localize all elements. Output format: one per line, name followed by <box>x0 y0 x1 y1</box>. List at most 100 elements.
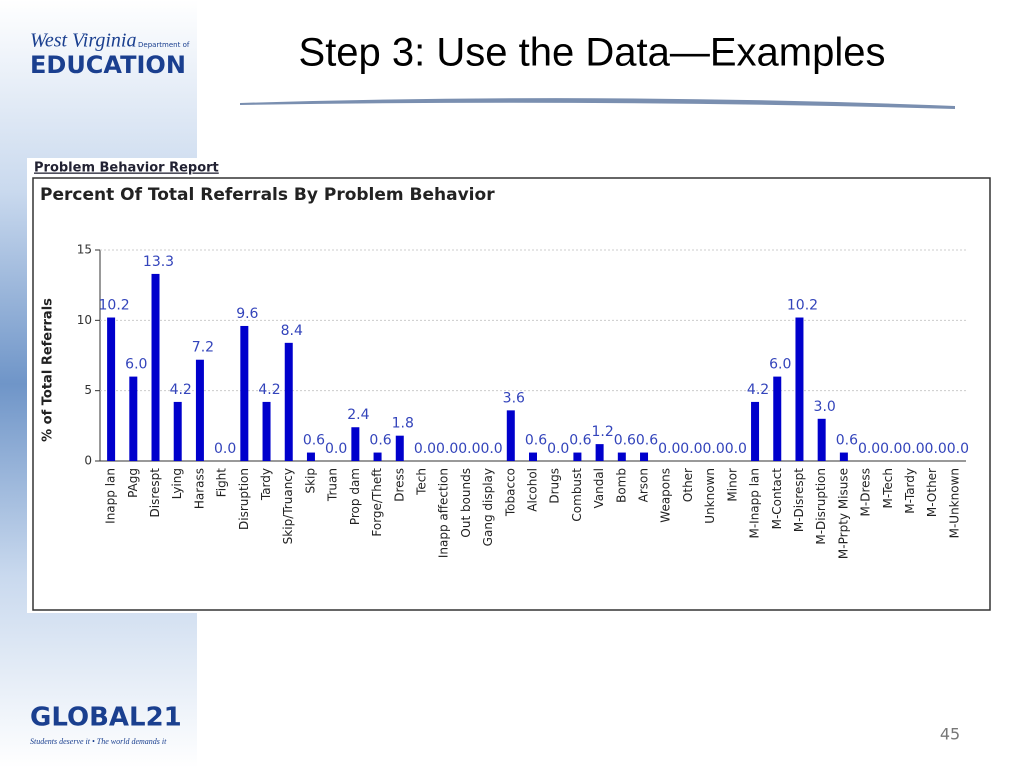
bar <box>262 401 271 461</box>
x-tick-label: M-Tech <box>881 468 895 508</box>
value-label: 0.0 <box>703 441 725 457</box>
x-tick-label: M-Contact <box>770 468 784 530</box>
value-label: 4.2 <box>170 382 192 398</box>
x-tick-label: Alcohol <box>526 468 540 512</box>
x-tick-label: Tech <box>414 468 428 496</box>
value-label: 0.6 <box>525 433 547 449</box>
value-label: 6.0 <box>769 357 791 373</box>
value-label: 6.0 <box>125 357 147 373</box>
value-label: 0.0 <box>858 441 880 457</box>
bar <box>173 401 182 461</box>
value-label: 0.0 <box>902 441 924 457</box>
value-label: 2.4 <box>347 407 369 423</box>
x-tick-label: Minor <box>725 468 739 502</box>
logo-tagline: Students deserve it • The world demands … <box>30 737 167 746</box>
logo-text: GLOBAL21 <box>30 703 182 733</box>
value-label: 0.0 <box>480 441 502 457</box>
value-label: 3.6 <box>503 390 525 406</box>
y-axis-label: % of Total Referrals <box>41 298 56 442</box>
bar <box>573 452 582 461</box>
value-label: 1.2 <box>591 424 613 440</box>
value-label: 0.6 <box>369 433 391 449</box>
bar <box>506 410 515 461</box>
y-tick-label: 5 <box>84 383 92 397</box>
bar <box>373 452 382 461</box>
value-label: 0.6 <box>614 433 636 449</box>
value-label: 0.0 <box>325 441 347 457</box>
bar <box>240 325 249 461</box>
x-tick-label: Forge/Theft <box>370 468 384 537</box>
logo-text: EDUCATION <box>30 51 186 79</box>
bar <box>839 452 848 461</box>
x-tick-label: Weapons <box>659 468 673 523</box>
bar <box>817 418 826 461</box>
bar <box>617 452 626 461</box>
x-tick-label: Unknown <box>703 468 717 524</box>
bar <box>640 452 649 461</box>
value-label: 4.2 <box>258 382 280 398</box>
x-tick-label: Vandal <box>592 468 606 509</box>
value-label: 0.0 <box>880 441 902 457</box>
chart-title: Percent Of Total Referrals By Problem Be… <box>40 185 495 205</box>
bar <box>129 376 138 461</box>
x-tick-label: Combust <box>570 468 584 522</box>
x-tick-label: Drugs <box>548 468 562 504</box>
x-tick-label: Bomb <box>614 468 628 503</box>
value-label: 3.0 <box>814 399 836 415</box>
value-label: 0.0 <box>547 441 569 457</box>
x-tick-label: Other <box>681 468 695 502</box>
value-label: 0.6 <box>569 433 591 449</box>
x-tick-label: Prop dam <box>348 468 362 525</box>
x-tick-label: M-Disruption <box>814 468 828 545</box>
value-label: 4.2 <box>747 382 769 398</box>
y-tick-label: 10 <box>77 313 92 327</box>
x-tick-label: Inapp affection <box>437 468 451 558</box>
report-header: Problem Behavior Report <box>34 161 219 176</box>
x-tick-label: Truan <box>326 468 340 502</box>
title-underline <box>240 98 955 109</box>
x-tick-label: M-Inapp lan <box>748 468 762 539</box>
x-tick-label: Skip/Truancy <box>281 468 295 544</box>
value-label: 0.0 <box>725 441 747 457</box>
bar <box>351 427 360 461</box>
x-tick-label: Lying <box>170 468 184 499</box>
value-label: 0.0 <box>214 441 236 457</box>
x-tick-label: M-Prpty Misuse <box>836 468 850 559</box>
x-tick-label: Arson <box>637 468 651 502</box>
value-label: 0.0 <box>925 441 947 457</box>
value-label: 9.6 <box>236 306 258 322</box>
logo-text: West Virginia <box>30 30 136 52</box>
bar <box>795 317 804 461</box>
x-tick-label: M-Disrespt <box>792 468 806 532</box>
bar <box>773 376 782 461</box>
x-tick-label: M-Other <box>925 468 939 517</box>
value-label: 10.2 <box>99 298 130 314</box>
bar <box>306 452 315 461</box>
x-tick-label: Fight <box>215 468 229 498</box>
slide-title: Step 3: Use the Data—Examples <box>299 31 886 75</box>
bar <box>395 435 404 461</box>
bar <box>284 342 293 461</box>
x-tick-label: Inapp lan <box>104 468 118 524</box>
y-tick-label: 15 <box>77 243 92 257</box>
value-label: 0.0 <box>680 441 702 457</box>
value-label: 0.0 <box>947 441 969 457</box>
bar <box>107 317 116 461</box>
value-label: 8.4 <box>281 323 303 339</box>
logo-text: Department of <box>138 41 190 49</box>
value-label: 7.2 <box>192 340 214 356</box>
bar <box>751 401 760 461</box>
x-tick-label: M-Dress <box>859 468 873 516</box>
x-tick-label: Tobacco <box>503 468 517 517</box>
x-tick-label: Disruption <box>237 468 251 530</box>
bar <box>151 273 160 461</box>
bar <box>529 452 537 461</box>
x-tick-label: M-Tardy <box>903 468 917 514</box>
x-tick-label: Harass <box>192 468 206 509</box>
x-tick-label: M-Unknown <box>947 468 961 538</box>
value-label: 0.6 <box>636 433 658 449</box>
x-tick-label: PAgg <box>126 468 140 498</box>
value-label: 13.3 <box>143 254 174 270</box>
value-label: 10.2 <box>787 298 818 314</box>
value-label: 1.8 <box>392 416 414 432</box>
